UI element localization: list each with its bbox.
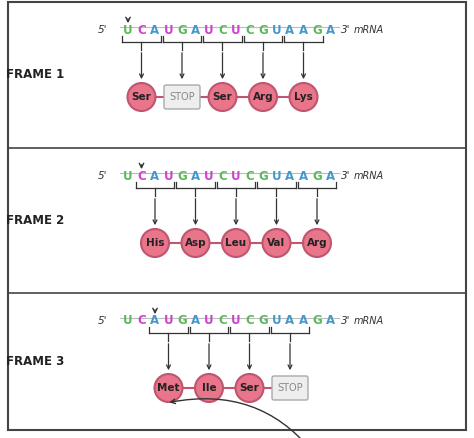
Text: Val: Val: [267, 238, 285, 248]
Circle shape: [236, 374, 264, 402]
Text: U: U: [272, 24, 281, 36]
Text: 5': 5': [98, 25, 108, 35]
Text: 5': 5': [98, 316, 108, 326]
Text: C: C: [137, 24, 146, 36]
Text: G: G: [312, 24, 322, 36]
Text: U: U: [123, 24, 133, 36]
Text: A: A: [191, 314, 200, 328]
Text: 3': 3': [341, 171, 351, 181]
Text: Lys: Lys: [294, 92, 313, 102]
Text: 3': 3': [341, 25, 351, 35]
Text: Ser: Ser: [213, 92, 232, 102]
Text: mRNA: mRNA: [353, 171, 383, 181]
Text: A: A: [285, 314, 294, 328]
Text: G: G: [312, 314, 322, 328]
Text: A: A: [326, 24, 335, 36]
Text: Ser: Ser: [240, 383, 259, 393]
Text: U: U: [123, 170, 133, 183]
Text: U: U: [272, 170, 281, 183]
Text: A: A: [191, 24, 200, 36]
Text: C: C: [245, 24, 254, 36]
Text: Ile: Ile: [202, 383, 216, 393]
Text: A: A: [299, 170, 308, 183]
Text: Leu: Leu: [226, 238, 246, 248]
Text: U: U: [204, 170, 214, 183]
Text: C: C: [245, 314, 254, 328]
Text: A: A: [285, 24, 294, 36]
Circle shape: [290, 83, 318, 111]
Text: U: U: [231, 24, 241, 36]
Text: Start codon's position
ensures that this
frame is chosen: Start codon's position ensures that this…: [171, 399, 384, 438]
Text: mRNA: mRNA: [353, 25, 383, 35]
Text: C: C: [245, 170, 254, 183]
Text: G: G: [177, 24, 187, 36]
Text: U: U: [231, 170, 241, 183]
Circle shape: [182, 229, 210, 257]
Text: Met: Met: [157, 383, 180, 393]
Text: Arg: Arg: [307, 238, 328, 248]
Text: U: U: [123, 314, 133, 328]
Text: A: A: [150, 314, 160, 328]
Text: A: A: [299, 24, 308, 36]
Text: A: A: [150, 24, 160, 36]
Circle shape: [303, 229, 331, 257]
Text: U: U: [164, 170, 173, 183]
Text: G: G: [258, 24, 268, 36]
Text: A: A: [326, 314, 335, 328]
Circle shape: [209, 83, 237, 111]
Text: C: C: [218, 24, 227, 36]
Text: C: C: [137, 314, 146, 328]
Text: A: A: [191, 170, 200, 183]
Text: STOP: STOP: [277, 383, 303, 393]
Text: A: A: [326, 170, 335, 183]
Circle shape: [222, 229, 250, 257]
Text: A: A: [299, 314, 308, 328]
Text: His: His: [146, 238, 164, 248]
Text: G: G: [258, 314, 268, 328]
Circle shape: [128, 83, 155, 111]
Text: FRAME 1: FRAME 1: [6, 68, 64, 81]
Circle shape: [155, 374, 182, 402]
Circle shape: [195, 374, 223, 402]
Text: STOP: STOP: [169, 92, 195, 102]
Text: C: C: [218, 170, 227, 183]
FancyBboxPatch shape: [164, 85, 200, 109]
Text: A: A: [285, 170, 294, 183]
Text: G: G: [258, 170, 268, 183]
Text: U: U: [204, 314, 214, 328]
Text: FRAME 3: FRAME 3: [6, 355, 64, 368]
Circle shape: [263, 229, 291, 257]
Text: C: C: [218, 314, 227, 328]
Text: U: U: [164, 24, 173, 36]
FancyBboxPatch shape: [272, 376, 308, 400]
Text: 5': 5': [98, 171, 108, 181]
Text: Asp: Asp: [185, 238, 206, 248]
Text: Arg: Arg: [253, 92, 273, 102]
Text: FRAME 2: FRAME 2: [6, 214, 64, 227]
Text: U: U: [272, 314, 281, 328]
Text: C: C: [137, 170, 146, 183]
Circle shape: [249, 83, 277, 111]
Text: U: U: [204, 24, 214, 36]
Circle shape: [141, 229, 169, 257]
Text: mRNA: mRNA: [353, 316, 383, 326]
Text: G: G: [177, 314, 187, 328]
Text: Ser: Ser: [132, 92, 151, 102]
Text: 3': 3': [341, 316, 351, 326]
Text: U: U: [231, 314, 241, 328]
Text: G: G: [312, 170, 322, 183]
Text: G: G: [177, 170, 187, 183]
Text: U: U: [164, 314, 173, 328]
Text: A: A: [150, 170, 160, 183]
